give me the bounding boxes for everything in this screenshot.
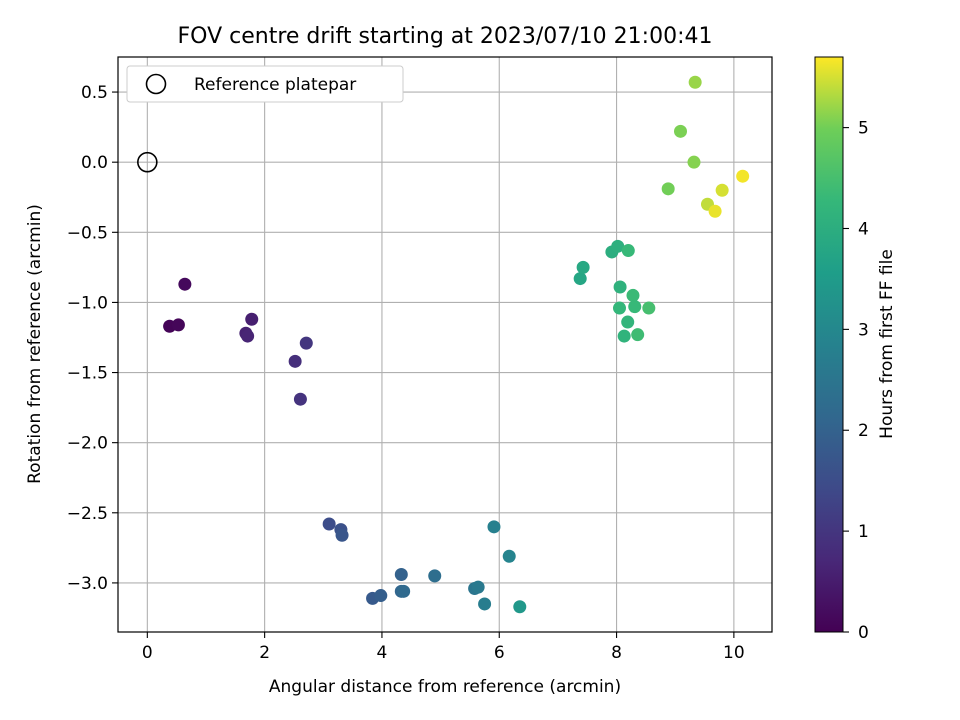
colorbar-tick-label: 5 [858,119,869,139]
colorbar-tick-label: 1 [858,522,869,542]
y-tick-label: −2.5 [67,504,108,524]
data-point [631,328,645,342]
data-point [487,520,501,534]
legend-label: Reference platepar [194,75,356,95]
data-point [288,354,302,368]
data-point [374,589,388,603]
data-point [394,568,408,581]
data-point [299,336,313,350]
plot-frame [117,56,773,633]
data-point [397,584,411,598]
chart-title: FOV centre drift starting at 2023/07/10 … [178,24,713,49]
data-point [241,329,255,343]
data-point [612,301,626,315]
legend-marker-icon [145,73,167,95]
x-ticks: 0 2 4 6 8 10 [142,632,745,663]
data-point [642,301,656,315]
legend-box [126,65,404,103]
x-tick-label: 2 [259,643,270,663]
x-tick-label: 8 [611,643,622,663]
x-tick-label: 4 [377,643,388,663]
data-point [621,315,635,329]
data-point [687,155,701,169]
data-point [617,329,631,343]
colorbar: 0 1 2 3 4 5 Hours from first FF file [814,56,897,643]
data-point [245,312,259,326]
y-tick-label: −2.0 [67,434,108,454]
reference-platepar-marker [137,151,158,173]
data-point [171,318,185,332]
data-point [428,569,442,583]
data-point [178,277,192,291]
data-point [626,288,640,302]
x-tick-label: 0 [142,643,153,663]
data-point [621,244,635,258]
colorbar-tick-label: 2 [858,421,869,441]
y-tick-label: 0.5 [81,83,108,103]
y-tick-label: −0.5 [67,223,108,243]
data-point [661,182,675,196]
data-point [628,300,642,314]
y-axis-label: Rotation from reference (arcmin) [25,204,45,484]
data-point [715,183,729,197]
y-tick-label: −1.5 [67,364,108,384]
y-ticks: 0.5 0.0 −0.5 −1.0 −1.5 −2.0 −2.5 −3.0 [67,83,118,594]
data-point [471,580,485,594]
grid [118,57,772,632]
x-tick-label: 10 [723,643,745,663]
colorbar-label: Hours from first FF file [877,249,897,439]
data-point [736,169,750,183]
data-point [293,392,307,406]
data-point [673,124,687,138]
colorbar-tick-label: 4 [858,219,869,239]
colorbar-tick-label: 0 [858,623,869,643]
colorbar-gradient [814,56,844,633]
y-tick-label: −3.0 [67,574,108,594]
data-point [335,528,349,542]
x-tick-label: 6 [494,643,505,663]
data-points [137,75,750,614]
legend: Reference platepar [126,65,404,103]
data-point [513,600,527,614]
data-point [573,272,587,286]
y-tick-label: 0.0 [81,153,108,173]
data-point [478,597,492,611]
x-axis-label: Angular distance from reference (arcmin) [269,677,621,697]
data-point [502,549,516,563]
colorbar-tick-label: 3 [858,320,869,340]
data-point [708,204,722,218]
colorbar-ticks: 0 1 2 3 4 5 [843,119,869,643]
data-point [322,517,336,531]
data-point [576,260,590,274]
data-point [688,75,702,89]
data-point [611,239,625,253]
y-tick-label: −1.0 [67,293,108,313]
data-point [613,280,627,294]
